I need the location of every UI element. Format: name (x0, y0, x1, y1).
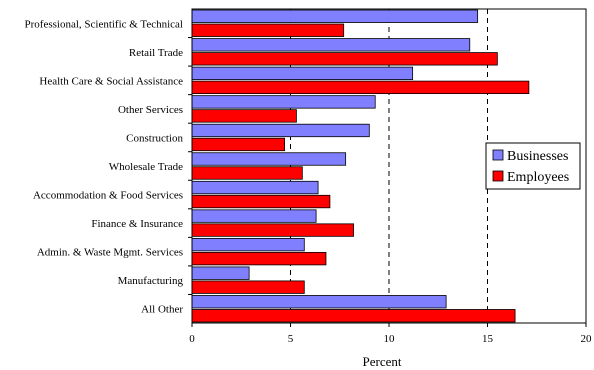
legend-swatch-employees (492, 170, 504, 182)
bar-group-1 (191, 38, 498, 66)
legend-label-employees: Employees (507, 170, 569, 185)
category-label: All Other (141, 304, 183, 316)
bar-group-10 (191, 295, 516, 323)
x-tick-label: 20 (581, 333, 593, 345)
x-tick-label: 5 (288, 333, 294, 345)
x-tick-label: 0 (189, 333, 195, 345)
category-label: Health Care & Social Assistance (39, 75, 183, 87)
category-label: Accommodation & Food Services (33, 190, 183, 202)
bar-employees-0 (191, 23, 345, 37)
bar-businesses-7 (191, 209, 317, 223)
x-tick-label: 10 (384, 333, 396, 345)
category-label: Admin. & Waste Mgmt. Services (37, 247, 183, 259)
bar-employees-8 (191, 251, 327, 266)
legend-label-businesses: Businesses (507, 149, 568, 164)
bar-group-6 (191, 180, 331, 209)
bar-businesses-5 (191, 152, 347, 166)
category-label: Professional, Scientific & Technical (25, 18, 184, 30)
x-axis-title: Percent (363, 354, 402, 369)
bar-businesses-6 (191, 180, 319, 195)
bar-group-0 (191, 9, 479, 37)
category-label: Manufacturing (118, 275, 184, 287)
x-tick-label: 15 (482, 333, 494, 345)
bar-employees-5 (191, 166, 303, 180)
bar-group-7 (191, 209, 354, 237)
bar-employees-3 (191, 109, 297, 123)
category-label: Retail Trade (129, 47, 183, 59)
bar-employees-1 (191, 52, 498, 66)
bar-group-3 (191, 95, 376, 123)
legend: Businesses Employees (485, 142, 581, 190)
bar-employees-2 (191, 80, 530, 95)
bars-layer (188, 9, 530, 323)
bar-group-9 (191, 266, 305, 294)
category-label: Other Services (118, 104, 183, 116)
bar-group-4 (191, 123, 370, 152)
category-label: Finance & Insurance (91, 218, 183, 230)
bar-businesses-1 (191, 38, 471, 52)
bar-businesses-10 (191, 295, 447, 309)
bar-group-2 (191, 66, 530, 95)
bar-employees-10 (191, 309, 516, 323)
bar-employees-4 (191, 137, 285, 152)
x-tick-labels: 0 5 10 15 20 (189, 323, 592, 345)
bar-employees-6 (191, 194, 331, 209)
bar-employees-7 (191, 223, 354, 237)
bar-employees-9 (191, 280, 305, 294)
bar-businesses-0 (191, 9, 479, 23)
category-label: Wholesale Trade (109, 161, 183, 173)
category-labels: Professional, Scientific & Technical Reta… (25, 18, 184, 315)
bar-businesses-8 (191, 237, 305, 252)
bar-businesses-3 (191, 95, 376, 109)
legend-swatch-businesses (492, 149, 504, 161)
category-label: Construction (126, 132, 183, 144)
bar-businesses-4 (191, 123, 370, 138)
bar-group-5 (191, 152, 347, 180)
bar-businesses-9 (191, 266, 250, 280)
bar-businesses-2 (191, 66, 414, 81)
bar-group-8 (191, 237, 327, 266)
